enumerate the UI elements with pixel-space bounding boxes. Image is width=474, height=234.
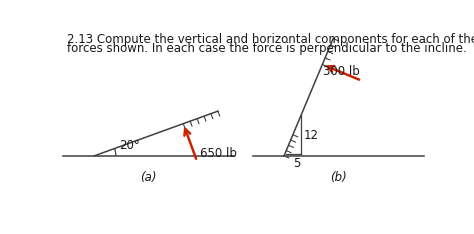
Text: (a): (a) xyxy=(140,171,156,184)
Text: 20°: 20° xyxy=(119,139,140,152)
Text: 300 lb: 300 lb xyxy=(323,65,359,78)
Text: 2.13 Compute the vertical and horizontal components for each of the: 2.13 Compute the vertical and horizontal… xyxy=(67,33,474,46)
Text: 12: 12 xyxy=(303,129,319,142)
Text: forces shown. In each case the force is perpendicular to the incline.: forces shown. In each case the force is … xyxy=(67,42,467,55)
Text: 5: 5 xyxy=(293,157,301,170)
Text: (b): (b) xyxy=(330,171,346,184)
Text: 650 lb: 650 lb xyxy=(200,147,237,160)
